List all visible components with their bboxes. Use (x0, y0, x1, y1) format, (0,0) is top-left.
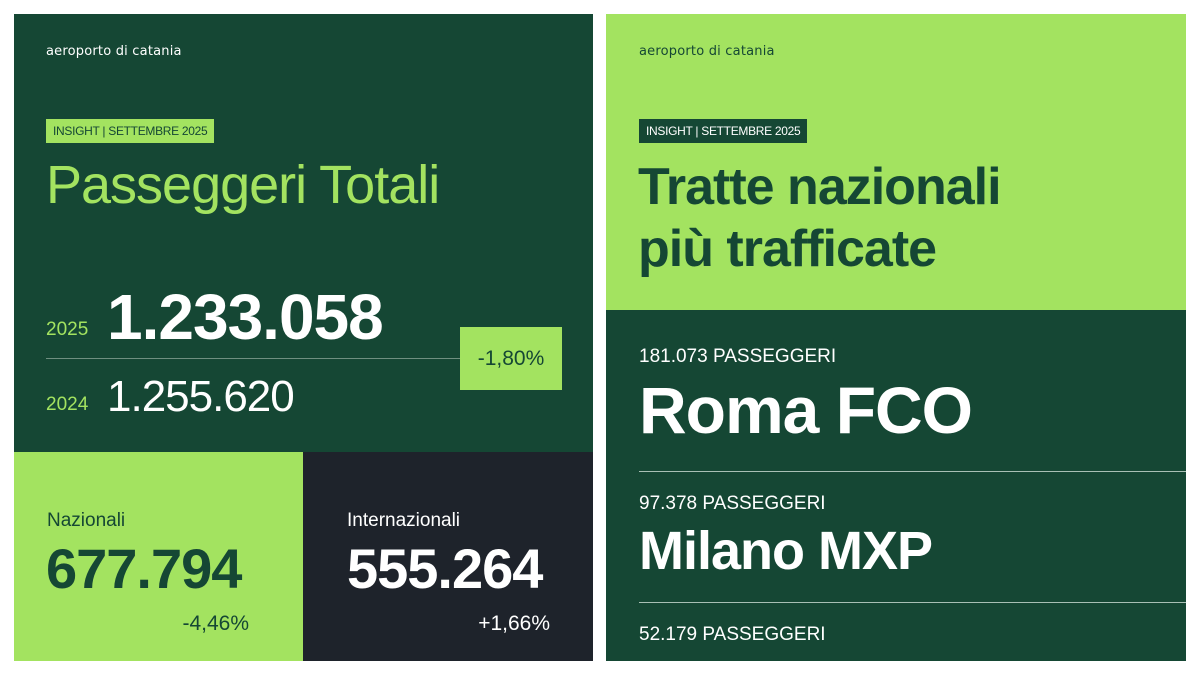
value-current: 1.233.058 (107, 281, 384, 353)
national-label: Nazionali (47, 510, 126, 531)
value-previous: 1.255.620 (107, 372, 295, 421)
brand-logo: aeroporto di catania (46, 44, 182, 59)
page-title: Passeggeri Totali (46, 155, 440, 215)
international-value: 555.264 (347, 537, 543, 600)
routes-list: 181.073 PASSEGGERI Roma FCO 97.378 PASSE… (606, 310, 1186, 661)
route-passengers: 181.073 PASSEGGERI (639, 346, 837, 367)
insight-tag: INSIGHT | SETTEMBRE 2025 (46, 119, 215, 143)
page-title: Tratte nazionali più trafficate (638, 156, 1002, 280)
international-panel: Internazionali 555.264 +1,66% (303, 452, 593, 661)
top-routes-card: aeroporto di catania INSIGHT | SETTEMBRE… (606, 14, 1186, 661)
national-value: 677.794 (46, 537, 242, 600)
year-previous: 2024 (46, 394, 89, 415)
route-name: Milano MXP (639, 521, 933, 581)
divider (46, 358, 464, 359)
national-panel: Nazionali 677.794 -4,46% (14, 452, 303, 661)
total-passengers-card: aeroporto di catania INSIGHT | SETTEMBRE… (14, 14, 593, 661)
divider (639, 602, 1186, 603)
international-change: +1,66% (478, 612, 550, 635)
national-change: -4,46% (182, 612, 249, 635)
brand-logo: aeroporto di catania (639, 44, 775, 59)
divider (639, 471, 1186, 472)
route-passengers: 52.179 PASSEGGERI (639, 624, 826, 645)
insight-tag: INSIGHT | SETTEMBRE 2025 (639, 119, 808, 143)
year-current: 2025 (46, 319, 89, 340)
title-line-2: più trafficate (638, 220, 937, 278)
title-line-1: Tratte nazionali (638, 158, 1002, 216)
route-passengers: 97.378 PASSEGGERI (639, 493, 826, 514)
routes-header: aeroporto di catania INSIGHT | SETTEMBRE… (606, 14, 1186, 310)
international-label: Internazionali (347, 510, 461, 531)
change-badge: -1,80% (460, 327, 562, 390)
route-name: Roma FCO (639, 373, 973, 447)
